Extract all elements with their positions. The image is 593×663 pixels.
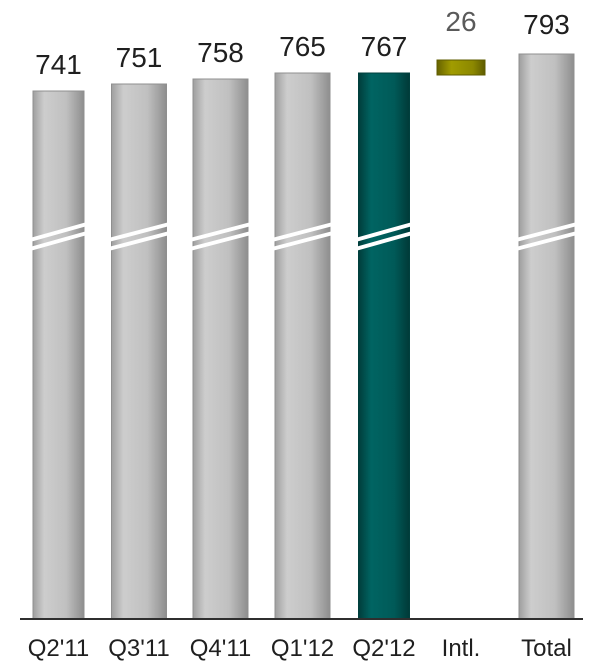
axis-break-mark (189, 222, 252, 251)
category-label: Q4'11 (190, 635, 252, 662)
bar-intl- (436, 59, 486, 76)
value-label: 793 (523, 9, 570, 40)
category-label: Total (521, 635, 572, 662)
value-label: 26 (445, 6, 476, 37)
axis-break-line (189, 222, 252, 242)
bar-q3-11 (111, 83, 167, 620)
axis-break-line (271, 222, 334, 242)
value-label: 765 (279, 31, 326, 62)
axis-break-mark (515, 222, 578, 251)
axis-break-mark (29, 222, 88, 251)
axis-break-line (515, 231, 578, 251)
axis-break-line (271, 231, 334, 251)
axis-break-line (107, 222, 171, 242)
value-label: 758 (197, 37, 244, 68)
bar-q2-11 (32, 90, 85, 620)
axis-break-line (29, 231, 88, 251)
category-label: Q3'11 (108, 635, 170, 662)
bar-q4-11 (192, 78, 249, 620)
axis-break-line (29, 222, 88, 242)
bar-q2-12 (358, 72, 410, 620)
bar-total (518, 53, 575, 620)
value-label: 751 (116, 42, 163, 73)
value-label: 741 (35, 49, 82, 80)
value-label: 767 (361, 31, 408, 62)
bars-layer (32, 53, 575, 620)
axis-break-line (354, 222, 414, 242)
axis-break-line (189, 231, 252, 251)
category-label: Q1'12 (271, 635, 334, 662)
bar-q1-12 (274, 72, 331, 620)
category-label: Q2'11 (28, 635, 90, 662)
category-label: Intl. (442, 635, 481, 662)
axis-break-mark (107, 222, 171, 251)
axis-break-layer (29, 222, 578, 251)
axis-break-mark (354, 222, 414, 251)
axis-break-line (354, 231, 414, 251)
category-label: Q2'12 (352, 635, 415, 662)
labels-layer: 741 Q2'11 751 Q3'11 758 Q4'11 765 Q1'12 767 Q2'12… (28, 6, 572, 662)
axis-break-line (515, 222, 578, 242)
axis-break-mark (271, 222, 334, 251)
axis-break-line (107, 231, 171, 251)
